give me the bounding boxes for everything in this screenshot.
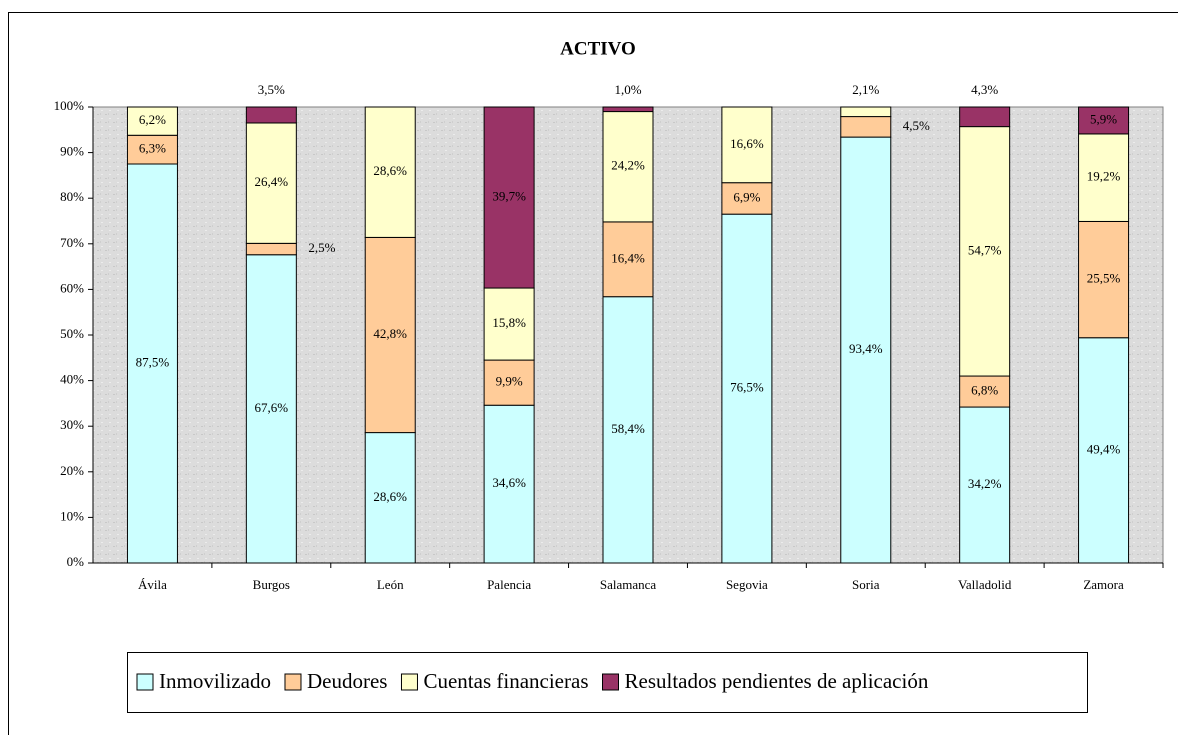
data-label: 6,3% [139, 141, 166, 156]
bar-segment [245, 242, 297, 256]
bar-segment [364, 236, 416, 434]
bar-segment [840, 136, 892, 564]
data-label: 76,5% [730, 380, 764, 395]
data-label: 2,5% [308, 240, 335, 255]
data-label: 26,4% [255, 174, 289, 189]
bar-segment [840, 106, 892, 118]
bar-segment [1078, 337, 1130, 564]
bar-segment [840, 116, 892, 138]
y-tick-label: 80% [60, 189, 84, 204]
data-label: 34,2% [968, 476, 1002, 491]
legend-swatch [602, 673, 619, 691]
data-label: 3,5% [258, 82, 285, 97]
data-label: 34,6% [492, 475, 526, 490]
bar-segment [245, 122, 297, 244]
bar-segment [483, 359, 535, 406]
bar-segment [483, 404, 535, 564]
data-label: 6,9% [733, 189, 760, 204]
data-label: 28,6% [373, 163, 407, 178]
bar-segment [602, 106, 654, 113]
bar-segment [1078, 106, 1130, 135]
x-tick-label: Salamanca [600, 577, 657, 592]
data-label: 24,2% [611, 158, 645, 173]
bar-segment [959, 126, 1011, 377]
data-label: 54,7% [968, 242, 1002, 257]
data-label: 16,4% [611, 250, 645, 265]
data-label: 58,4% [611, 421, 645, 436]
bar-segment [602, 296, 654, 564]
legend-swatch [284, 673, 302, 691]
x-tick-label: Valladolid [958, 577, 1012, 592]
data-label: 67,6% [255, 400, 289, 415]
bar-segment [721, 213, 773, 564]
data-label: 4,5% [903, 118, 930, 133]
y-tick-label: 100% [54, 98, 85, 113]
chart-title: ACTIVO [560, 38, 636, 59]
x-tick-label: Segovia [726, 577, 768, 592]
y-tick-label: 50% [60, 326, 84, 341]
bar-segment [364, 432, 416, 564]
legend-text: Resultados pendientes de aplicación [625, 669, 929, 693]
y-tick-label: 20% [60, 463, 84, 478]
legend-text: Deudores [307, 669, 387, 693]
data-label: 6,2% [139, 112, 166, 127]
legend-text: Cuentas financieras [423, 669, 588, 693]
data-label: 15,8% [492, 315, 526, 330]
bar-segment [364, 106, 416, 238]
y-tick-label: 60% [60, 280, 84, 295]
bar-segment [126, 163, 178, 564]
y-tick-label: 70% [60, 235, 84, 250]
data-label: 2,1% [852, 82, 879, 97]
y-tick-label: 30% [60, 417, 84, 432]
bar-segment [959, 375, 1011, 408]
data-label: 42,8% [373, 326, 407, 341]
legend-swatch [400, 673, 418, 691]
y-tick-label: 40% [60, 372, 84, 387]
bar-segment [245, 254, 297, 564]
data-label: 5,9% [1090, 111, 1117, 126]
data-label: 28,6% [373, 489, 407, 504]
data-label: 16,6% [730, 136, 764, 151]
x-tick-label: León [377, 577, 404, 592]
bar-segment [602, 221, 654, 298]
data-label: 19,2% [1087, 169, 1121, 184]
x-tick-label: Soria [852, 577, 880, 592]
bar-segment [721, 106, 773, 184]
bar-segment [245, 106, 297, 124]
y-tick-label: 10% [60, 508, 84, 523]
data-label: 1,0% [614, 82, 641, 97]
x-tick-label: Zamora [1083, 577, 1124, 592]
bar-segment [126, 106, 178, 136]
data-label: 25,5% [1087, 271, 1121, 286]
bar-segment [126, 134, 178, 165]
data-label: 39,7% [492, 189, 526, 204]
bar-segment [959, 106, 1011, 128]
data-label: 4,3% [971, 82, 998, 97]
data-label: 9,9% [496, 374, 523, 389]
x-tick-label: Palencia [487, 577, 531, 592]
y-tick-label: 90% [60, 144, 84, 159]
y-tick-label: 0% [67, 554, 85, 569]
legend-swatch [136, 673, 154, 691]
legend-text: Inmovilizado [159, 669, 271, 693]
data-label: 87,5% [136, 354, 170, 369]
data-label: 6,8% [971, 383, 998, 398]
bar-segment [483, 106, 535, 289]
x-tick-label: Burgos [253, 577, 290, 592]
data-label: 49,4% [1087, 441, 1121, 456]
x-tick-label: Ávila [138, 577, 167, 592]
bar-segment [483, 287, 535, 361]
data-label: 93,4% [849, 341, 883, 356]
